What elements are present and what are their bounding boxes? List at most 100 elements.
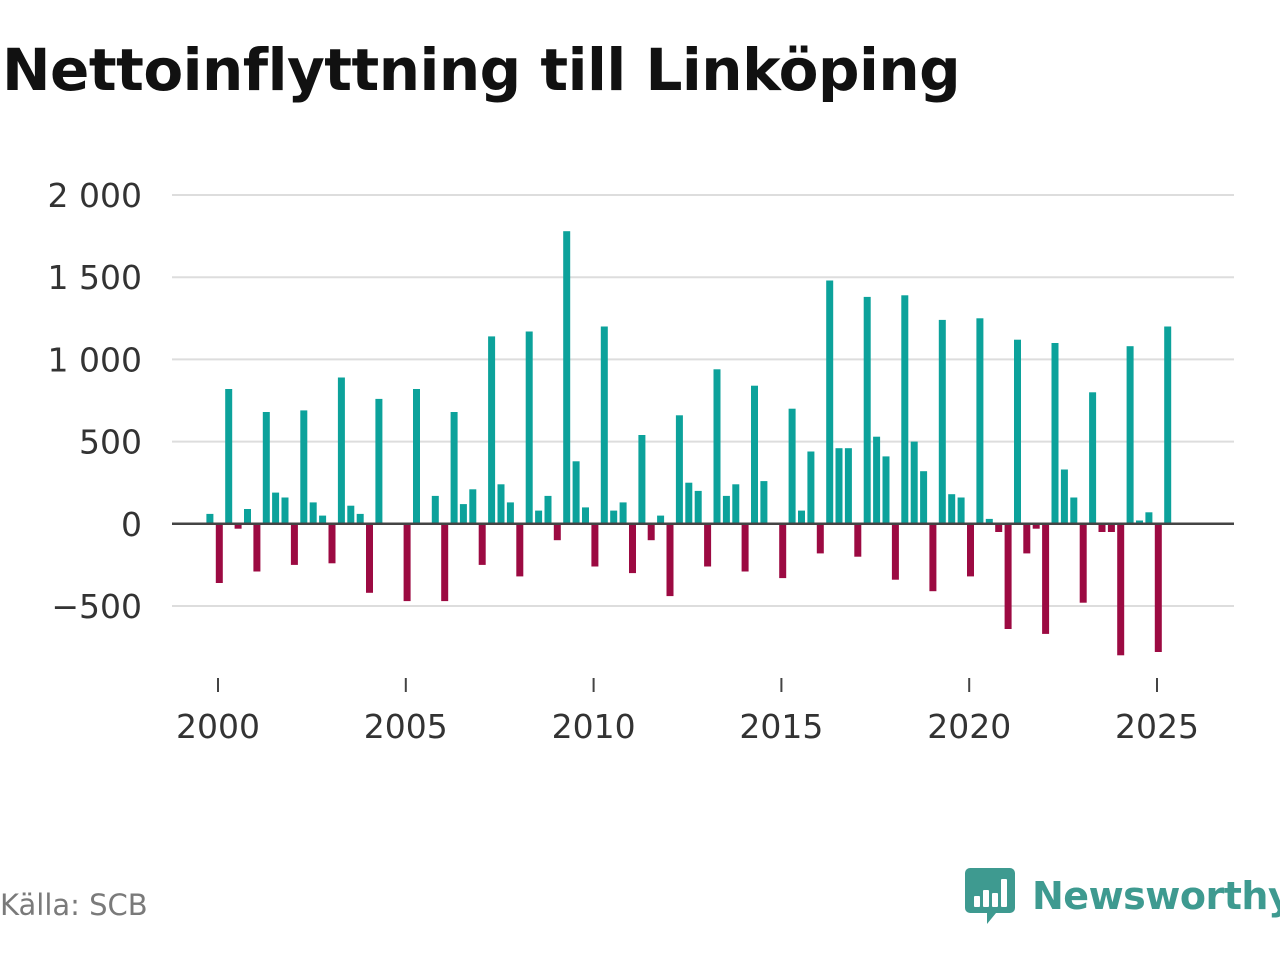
bar: [328, 523, 336, 564]
bar: [497, 484, 505, 524]
bar: [253, 523, 261, 572]
bar: [366, 523, 373, 593]
bar: [600, 326, 608, 524]
bar: [309, 502, 317, 524]
x-tick-label: 2025: [1115, 707, 1199, 746]
bar: [441, 523, 449, 602]
bar: [741, 523, 749, 572]
bar: [290, 523, 298, 565]
x-tick-label: 2000: [176, 707, 260, 746]
bar: [469, 489, 477, 524]
bar: [798, 510, 805, 524]
bar: [826, 280, 834, 524]
bar: [976, 318, 984, 524]
bar: [948, 494, 956, 524]
bar: [234, 523, 242, 529]
bar: [375, 398, 383, 524]
bar: [751, 385, 758, 524]
bar: [694, 490, 702, 524]
bar: [582, 507, 589, 524]
bar: [1070, 497, 1078, 524]
bar: [413, 389, 420, 524]
bar: [1145, 512, 1153, 524]
bar: [835, 448, 843, 524]
bar: [544, 495, 552, 524]
bar: [760, 481, 768, 524]
bar: [572, 461, 580, 524]
x-axis-ticks: 2000 2005 2010 2015 2020 2025: [176, 678, 1199, 746]
bar: [985, 518, 993, 524]
bar: [1117, 523, 1125, 656]
bar: [281, 497, 289, 524]
bar: [478, 523, 486, 565]
brand-logo: Newsworthy: [964, 866, 1280, 926]
bar: [844, 448, 852, 524]
bar: [807, 451, 815, 524]
bar-chart: 2 000 1 500 1 000 500 0 −500 2000 2005 2010 2015…: [48, 176, 1234, 746]
bar: [910, 441, 918, 524]
bar: [920, 471, 928, 524]
bar: [450, 412, 458, 524]
brand-name: Newsworthy: [1032, 874, 1280, 918]
x-tick-label: 2015: [739, 707, 823, 746]
bar: [873, 436, 881, 524]
bar: [225, 389, 233, 524]
bar: [563, 231, 571, 524]
x-tick-label: 2020: [927, 707, 1011, 746]
bar: [638, 435, 646, 524]
y-tick-label: 500: [79, 423, 142, 462]
bar: [262, 412, 270, 524]
bar: [591, 523, 599, 567]
y-tick-label: 0: [121, 505, 142, 544]
bar: [1042, 523, 1050, 634]
bar: [356, 513, 364, 524]
bar: [666, 523, 674, 597]
bar: [685, 482, 693, 524]
bar: [1014, 339, 1021, 524]
bar: [319, 515, 327, 524]
bar: [244, 509, 251, 524]
bar: [1060, 469, 1068, 524]
bar: [459, 504, 467, 524]
bar: [1098, 523, 1106, 532]
bar: [300, 410, 308, 524]
y-tick-label: −500: [51, 587, 142, 626]
bar: [779, 523, 787, 579]
bar: [863, 296, 871, 524]
bar: [629, 523, 636, 574]
y-tick-label: 1 500: [48, 258, 142, 297]
bar: [957, 497, 965, 524]
bar: [1023, 523, 1031, 554]
bar: [1079, 523, 1087, 603]
bar: [516, 523, 524, 577]
chart-title: Nettoinflyttning till Linköping: [2, 36, 961, 104]
source-note: Källa: SCB: [0, 888, 148, 922]
bar: [1089, 392, 1097, 524]
y-tick-label: 1 000: [48, 340, 142, 379]
bar: [1051, 343, 1059, 524]
y-tick-label: 2 000: [48, 176, 142, 215]
bar: [854, 523, 862, 557]
bar: [713, 369, 721, 524]
bar: [525, 331, 533, 524]
bar: [347, 505, 355, 524]
bar: [337, 377, 345, 524]
bar: [403, 523, 411, 602]
bar: [657, 515, 665, 524]
newsworthy-logo-icon: [965, 868, 1015, 924]
bar: [995, 523, 1003, 532]
bar: [732, 484, 740, 524]
bar: [272, 492, 280, 524]
bar: [882, 456, 890, 524]
bar: [535, 510, 543, 524]
bar: [722, 495, 730, 524]
bar: [1154, 523, 1162, 652]
bar: [610, 510, 618, 524]
y-axis-tick-labels: 2 000 1 500 1 000 500 0 −500: [48, 176, 142, 626]
bars: [206, 231, 1172, 656]
bar: [206, 513, 214, 524]
bar: [215, 523, 223, 583]
bar: [929, 523, 937, 592]
bar: [816, 523, 824, 554]
bar: [938, 319, 946, 524]
